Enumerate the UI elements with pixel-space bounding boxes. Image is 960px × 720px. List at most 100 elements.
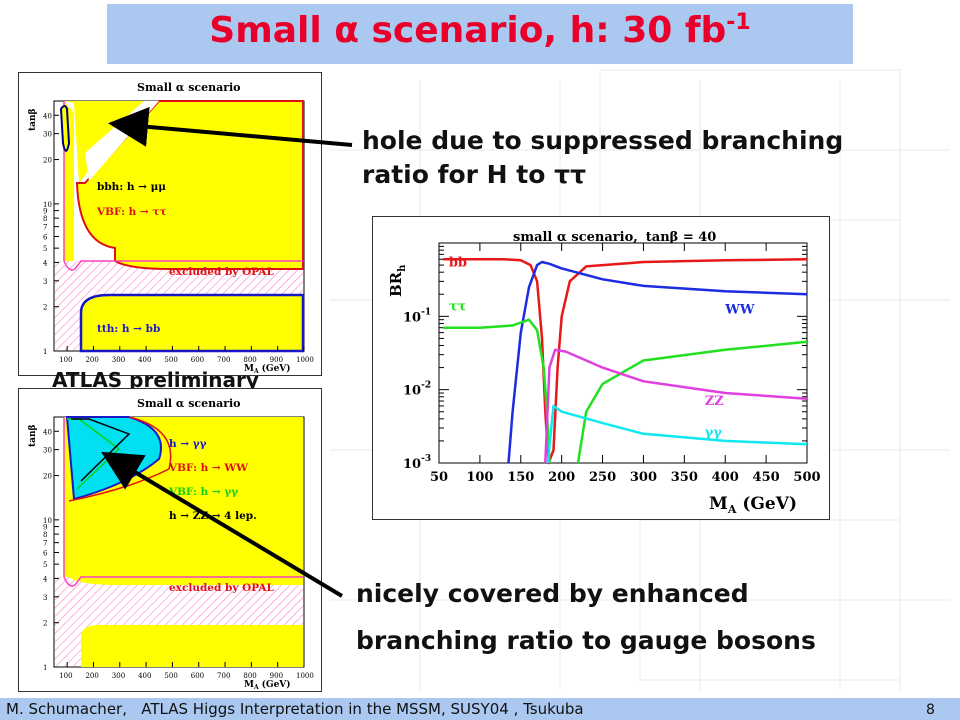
br-chart-ylabel: BRh [387, 264, 408, 297]
br-xtick-label: 300 [630, 470, 657, 485]
br-xtick-label: 150 [507, 470, 534, 485]
br-series-line [576, 340, 808, 464]
br-xtick-label: 100 [466, 470, 493, 485]
annotation-hole-line1: hole due to suppressed branching [362, 126, 844, 155]
plot-bottom-xtick-label: 200 [85, 672, 98, 680]
br-xtick-label: 400 [712, 470, 739, 485]
plot-bottom-xlabel: MA (GeV) [244, 679, 291, 691]
plot-bottom-x-ticks: 100 200 300 400 500 600 700 800 900 1000 [59, 662, 314, 680]
plot-bottom-ytick-label: 6 [43, 549, 48, 557]
plot-bottom-xtick-label: 300 [112, 672, 125, 680]
br-chart-axes: 50 100 150 200 250 300 350 400 450 500 10-1 10-2 10-… [403, 243, 821, 485]
annotation-covered-line2: branching ratio to gauge bosons [356, 626, 816, 655]
plot-top-ytick-label: 1 [43, 348, 47, 356]
plot-top-ytick-label: 2 [43, 304, 47, 312]
plot-bottom-xtick-label: 500 [164, 672, 177, 680]
plot-top-xtick-label: 400 [138, 356, 151, 364]
plot-top-xtick-label: 800 [243, 356, 256, 364]
legend-opal-excluded-bottom: excluded by OPAL [169, 582, 274, 594]
plot-bottom-ytick-label: 40 [43, 428, 52, 436]
br-xtick-label: 500 [793, 470, 820, 485]
br-ytick-label: 10-1 [403, 307, 431, 325]
br-series-label: bb [449, 255, 467, 270]
br-chart-ylabel-sub: h [397, 264, 408, 272]
plot-bottom-ytick-label: 8 [43, 531, 47, 539]
plot-top-ytick-label: 40 [43, 112, 52, 120]
plot-top-xtick-label: 600 [191, 356, 204, 364]
br-series-label: WW [724, 302, 755, 317]
plot-top-ytick-label: 30 [43, 131, 52, 139]
plot-top-ytick-label: 4 [43, 259, 48, 267]
plot-bottom-exclusion: Small α scenario tanβ 1 2 3 4 5 6 7 8 9 10 20 30 40 … [18, 388, 322, 692]
footer-text: M. Schumacher, ATLAS Higgs Interpretatio… [6, 700, 584, 718]
annotation-hole-line2: ratio for H to ττ [362, 160, 587, 189]
plot-bottom-ytick-label: 1 [43, 664, 47, 672]
title-main: Small α scenario, h: 30 fb [209, 10, 727, 51]
plot-bottom-xtick-label: 900 [270, 672, 283, 680]
plot-top-xtick-label: 300 [112, 356, 125, 364]
plot-bottom-xlabel-main: M [244, 680, 254, 690]
plot-top-ytick-label: 6 [43, 233, 48, 241]
br-chart-xlabel-sub: A [727, 503, 737, 516]
region-bbh-mumu [59, 105, 71, 152]
plot-top-xlabel-sub: A [253, 368, 259, 375]
br-chart-ylabel-main: BR [387, 271, 405, 297]
plot-bottom-ytick-label: 4 [43, 575, 48, 583]
plot-bottom-xlabel-unit: (GeV) [262, 679, 291, 690]
br-series-line [546, 404, 808, 464]
plot-top-xtick-label: 900 [270, 356, 283, 364]
plot-top-ytick-label: 20 [43, 157, 52, 165]
plot-bottom-xtick-label: 700 [217, 672, 230, 680]
plot-bottom-xtick-label: 100 [59, 672, 72, 680]
plot-top-ytick-label: 9 [43, 208, 47, 216]
plot-bottom-ytick-label: 20 [43, 473, 52, 481]
plot-bottom-xtick-label: 400 [138, 672, 151, 680]
br-xtick-label: 450 [753, 470, 780, 485]
annotation-covered-line1: nicely covered by enhanced [356, 579, 749, 608]
br-chart-title-text: small α scenario, [513, 230, 638, 245]
plot-top-x-ticks: 100 200 300 400 500 600 700 800 900 1000 [59, 346, 314, 364]
plot-branching-ratios: small α scenario, tanβ = 40 BRh MA (GeV) 5… [372, 216, 830, 520]
plot-top-xtick-label: 1000 [296, 356, 314, 364]
plot-bottom-ytick-label: 5 [43, 561, 47, 569]
br-chart-title: small α scenario, tanβ = 40 [513, 230, 716, 245]
plot-top-ytick-label: 8 [43, 215, 47, 223]
br-series-line [507, 260, 808, 464]
footer-author: M. Schumacher, [6, 700, 127, 718]
plot-top-xlabel: MA (GeV) [244, 363, 291, 375]
plot-bottom-ytick-label: 9 [43, 524, 47, 532]
br-chart-xlabel-unit: (GeV) [742, 494, 797, 514]
legend-vbf-tautau: VBF: h → ττ [96, 206, 167, 218]
br-chart-xlabel: MA (GeV) [709, 494, 797, 516]
br-series-label: γγ [705, 425, 723, 440]
legend-zz-4lep: h → ZZ → 4 lep. [169, 510, 257, 522]
legend-tth-bb: tth: h → bb [97, 323, 160, 335]
footer-bar [0, 698, 960, 720]
plot-top-xtick-label: 200 [85, 356, 98, 364]
br-series-label: ZZ [705, 394, 724, 409]
br-xtick-label: 250 [589, 470, 616, 485]
plot-top-xtick-label: 700 [217, 356, 230, 364]
plot-top-title: Small α scenario [137, 81, 241, 94]
br-ytick-label: 10-2 [403, 381, 431, 399]
br-chart-svg: small α scenario, tanβ = 40 BRh MA (GeV) 5… [387, 230, 821, 516]
plot-top-xtick-label: 500 [164, 356, 177, 364]
br-ytick-label: 10-3 [403, 454, 431, 472]
plot-bottom-xtick-label: 800 [243, 672, 256, 680]
title-superscript: -1 [726, 10, 751, 35]
br-chart-xlabel-main: M [709, 494, 728, 514]
legend-vbf-gammagamma: VBF: h → γγ [168, 486, 238, 498]
br-xtick-label: 350 [671, 470, 698, 485]
plot-bottom-xlabel-sub: A [253, 684, 259, 691]
br-series-label: ττ [449, 300, 467, 315]
br-xtick-label: 50 [430, 470, 448, 485]
region-tth-bb [79, 293, 305, 353]
plot-top-svg: Small α scenario tanβ 12345678910203040 … [28, 81, 314, 375]
plot-bottom-title: Small α scenario [137, 397, 241, 410]
plot-bottom-ytick-label: 7 [43, 540, 47, 548]
br-xtick-label: 200 [548, 470, 575, 485]
plot-bottom-xtick-label: 1000 [296, 672, 314, 680]
title-banner [107, 4, 853, 64]
br-chart-series [443, 258, 808, 465]
